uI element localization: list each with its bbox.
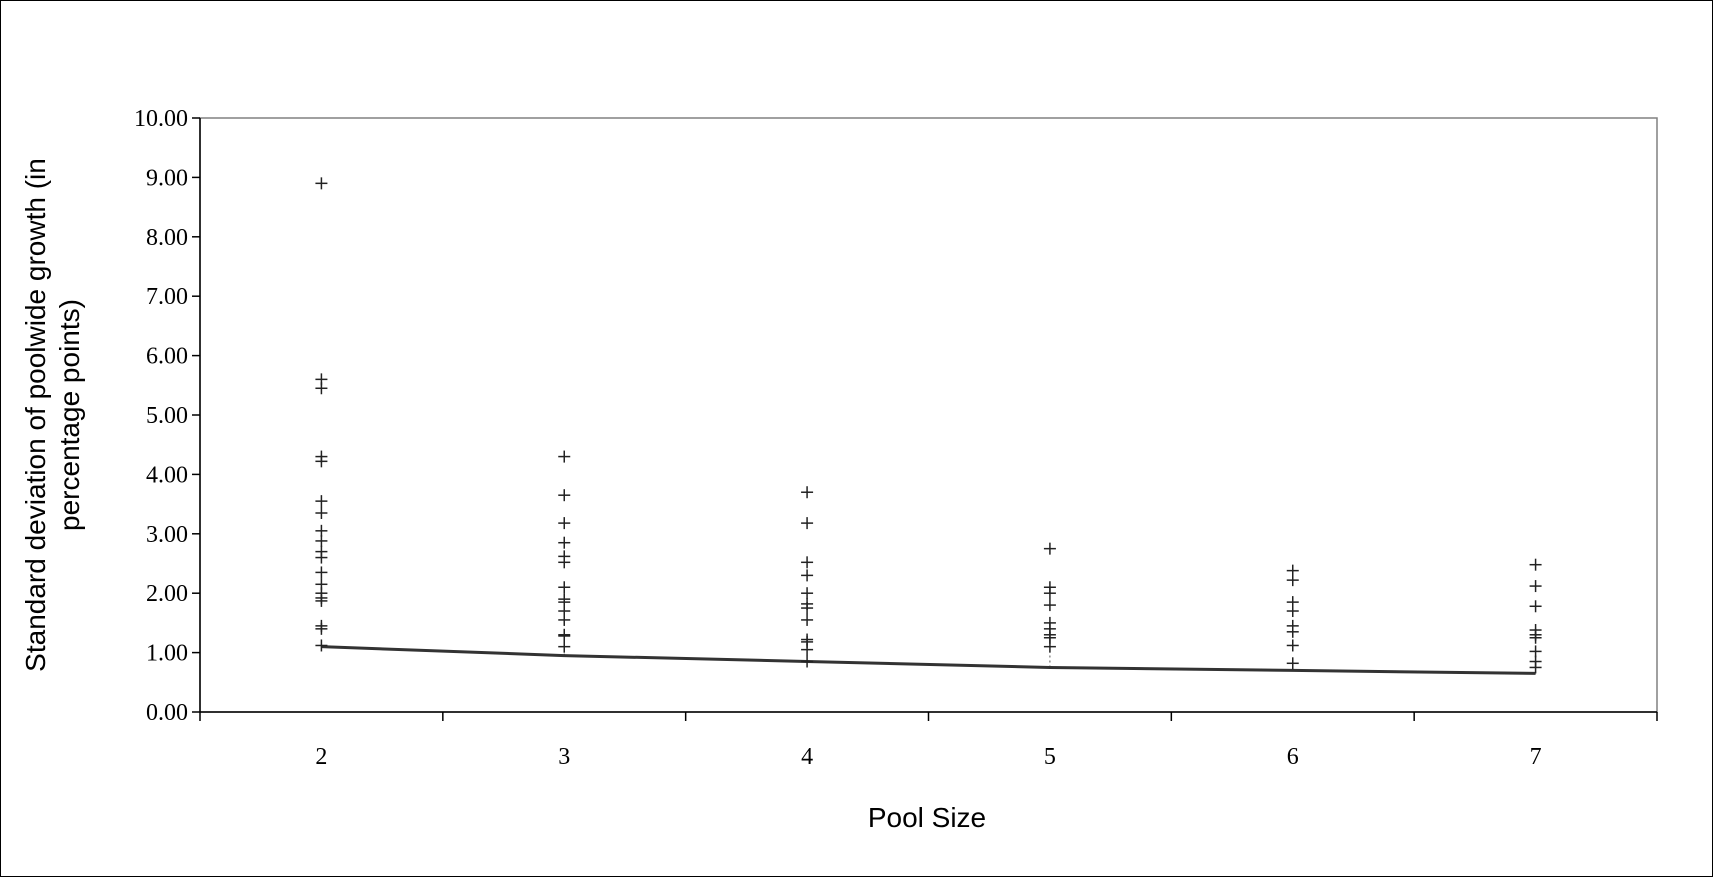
x-tick-label: 3 <box>558 744 570 770</box>
data-point <box>1286 625 1299 638</box>
data-point <box>1286 605 1299 618</box>
data-point <box>1529 631 1542 644</box>
data-point <box>1529 645 1542 658</box>
data-point <box>1286 574 1299 587</box>
data-point <box>315 534 328 547</box>
data-point <box>801 556 814 569</box>
data-point <box>315 566 328 579</box>
data-point <box>801 602 814 615</box>
data-point <box>1043 587 1056 600</box>
y-tick-label: 7.00 <box>146 284 188 310</box>
data-point <box>801 613 814 626</box>
y-axis: 0.00 1.00 2.00 3.00 4.00 5.00 6.00 7.00 8.00 9.00… <box>134 106 201 726</box>
data-point <box>558 581 571 594</box>
y-tick-label: 10.00 <box>134 106 188 132</box>
data-point <box>1043 640 1056 653</box>
x-axis-title: Pool Size <box>868 802 986 833</box>
plot-area <box>199 117 1658 713</box>
trend-line-layer <box>321 645 1536 675</box>
data-point <box>1043 599 1056 612</box>
y-tick-label: 6.00 <box>146 344 188 370</box>
data-point <box>1529 600 1542 613</box>
data-point <box>1286 657 1299 670</box>
y-tick-label: 9.00 <box>146 165 188 191</box>
y-tick-label: 1.00 <box>146 641 188 667</box>
x-tick-label: 5 <box>1044 744 1056 770</box>
data-point <box>801 569 814 582</box>
data-point <box>558 629 571 642</box>
data-point <box>1529 661 1542 674</box>
data-point <box>801 643 814 656</box>
x-axis: 2 3 4 5 6 7 <box>199 711 1658 770</box>
data-point <box>315 622 328 635</box>
data-point <box>315 455 328 468</box>
data-point <box>315 177 328 190</box>
y-tick-label: 8.00 <box>146 225 188 251</box>
x-tick-label: 4 <box>801 744 813 770</box>
y-tick-label: 0.00 <box>146 700 188 726</box>
data-point <box>801 486 814 499</box>
data-point <box>558 613 571 626</box>
x-tick-label: 6 <box>1287 744 1299 770</box>
y-tick-label: 3.00 <box>146 522 188 548</box>
data-point <box>1043 542 1056 555</box>
data-point <box>558 450 571 463</box>
y-tick-label: 4.00 <box>146 462 188 488</box>
data-point <box>1529 558 1542 571</box>
data-point <box>315 551 328 564</box>
y-axis-title-line-2: percentage points) <box>54 299 85 531</box>
data-point <box>1286 639 1299 652</box>
data-point <box>558 517 571 530</box>
data-point <box>315 524 328 537</box>
data-points <box>315 177 1542 674</box>
data-point <box>315 495 328 508</box>
data-point <box>558 640 571 653</box>
minimum-line <box>321 645 1536 675</box>
y-axis-title-line-1: Standard deviation of poolwide growth (i… <box>20 158 51 672</box>
data-point <box>801 655 814 668</box>
data-point <box>558 556 571 569</box>
data-point <box>315 382 328 395</box>
data-point <box>315 594 328 607</box>
data-point <box>558 536 571 549</box>
y-tick-label: 5.00 <box>146 403 188 429</box>
x-tick-label: 2 <box>315 744 327 770</box>
data-point <box>1529 580 1542 593</box>
data-point <box>315 639 328 652</box>
data-point <box>801 517 814 530</box>
data-point <box>315 507 328 520</box>
y-tick-label: 2.00 <box>146 581 188 607</box>
data-point <box>801 587 814 600</box>
data-point <box>558 489 571 502</box>
x-tick-label: 7 <box>1530 744 1542 770</box>
